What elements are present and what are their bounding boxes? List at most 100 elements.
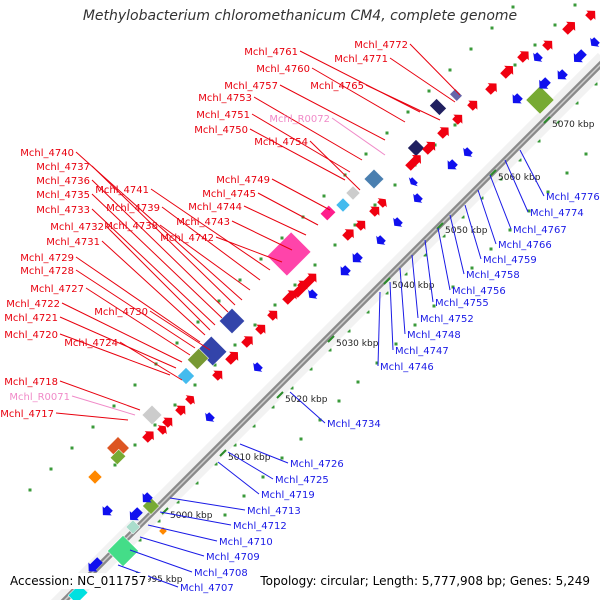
gene-arrows xyxy=(88,10,600,572)
feature-box xyxy=(107,535,139,567)
leader-line xyxy=(464,204,482,260)
gene-label[interactable]: Mchl_4758 xyxy=(466,270,520,281)
gene-label[interactable]: Mchl_4760 xyxy=(256,64,310,75)
gene-label[interactable]: Mchl_4746 xyxy=(380,362,434,373)
leader-line xyxy=(91,179,229,313)
gene-label[interactable]: Mchl_4734 xyxy=(327,419,381,430)
gene-label[interactable]: Mchl_4722 xyxy=(6,299,60,310)
leader-line xyxy=(365,84,441,121)
gene-label[interactable]: Mchl_4774 xyxy=(530,208,584,219)
gene-label[interactable]: Mchl_4745 xyxy=(202,189,256,200)
feature-box xyxy=(177,367,195,385)
guide-dot xyxy=(138,538,142,542)
gene-label[interactable]: Mchl_4743 xyxy=(176,217,230,228)
guide-dot xyxy=(406,110,410,114)
gene-label[interactable]: Mchl_4747 xyxy=(395,346,449,357)
gene-label[interactable]: Mchl_4725 xyxy=(275,475,329,486)
leader-line xyxy=(253,96,363,161)
gene-label[interactable]: Mchl_R0072 xyxy=(269,114,330,125)
gene-label[interactable]: Mchl_4719 xyxy=(261,490,315,501)
gene-label[interactable]: Mchl_4742 xyxy=(160,233,214,244)
gene-label[interactable]: Mchl_4753 xyxy=(198,93,252,104)
gene-label[interactable]: Mchl_4712 xyxy=(233,521,287,532)
gene-label[interactable]: Mchl_4756 xyxy=(452,286,506,297)
guide-dot xyxy=(238,278,242,282)
gene-label[interactable]: Mchl_4732 xyxy=(50,222,104,233)
gene-label[interactable]: Mchl_4738 xyxy=(104,221,158,232)
gene-label[interactable]: Mchl_4713 xyxy=(247,506,301,517)
gene-label[interactable]: Mchl_4759 xyxy=(483,255,537,266)
gene-label[interactable]: Mchl_4721 xyxy=(4,313,58,324)
gene-arrow xyxy=(157,425,167,435)
gene-label[interactable]: Mchl_4757 xyxy=(224,81,278,92)
gene-arrow xyxy=(175,405,186,416)
gene-label[interactable]: Mchl_4726 xyxy=(290,459,344,470)
gene-label[interactable]: Mchl_4751 xyxy=(196,110,250,121)
gene-label[interactable]: Mchl_4739 xyxy=(106,203,160,214)
guide-dot xyxy=(70,446,74,450)
guide-dot xyxy=(442,234,446,238)
gene-label[interactable]: Mchl_4748 xyxy=(407,330,461,341)
gene-arrow xyxy=(437,127,449,139)
gene-label[interactable]: Mchl_4708 xyxy=(194,568,248,579)
gene-arrow xyxy=(225,351,239,365)
guide-dot xyxy=(333,243,337,247)
scale-label: 5030 kbp xyxy=(336,339,379,349)
gene-arrow xyxy=(452,114,463,125)
gene-label[interactable]: Mchl_R0071 xyxy=(9,392,70,403)
guide-dot xyxy=(313,263,317,267)
gene-arrow xyxy=(255,324,266,335)
scale-tick xyxy=(543,116,551,124)
gene-label[interactable]: Mchl_4736 xyxy=(36,176,90,187)
gene-label[interactable]: Mchl_4730 xyxy=(94,307,148,318)
guide-dot xyxy=(347,329,351,333)
gene-label[interactable]: Mchl_4766 xyxy=(498,240,552,251)
gene-label[interactable]: Mchl_4735 xyxy=(36,190,90,201)
gene-label[interactable]: Mchl_4727 xyxy=(30,284,84,295)
gene-arrow xyxy=(185,395,195,405)
gene-label[interactable]: Mchl_4740 xyxy=(20,148,74,159)
leader-line xyxy=(161,206,261,281)
leader-line xyxy=(289,391,326,424)
gene-label[interactable]: Mchl_4749 xyxy=(216,175,270,186)
gene-label[interactable]: Mchl_4709 xyxy=(206,552,260,563)
gene-label[interactable]: Mchl_4744 xyxy=(188,202,242,213)
gene-label[interactable]: Mchl_4728 xyxy=(20,266,74,277)
leader-line xyxy=(331,117,386,156)
gene-arrow xyxy=(282,290,297,305)
gene-label[interactable]: Mchl_4729 xyxy=(20,253,74,264)
gene-arrow xyxy=(377,198,387,208)
gene-label[interactable]: Mchl_4750 xyxy=(194,125,248,136)
gene-label[interactable]: Mchl_4776 xyxy=(546,192,600,203)
gene-label[interactable]: Mchl_4737 xyxy=(36,162,90,173)
gene-label[interactable]: Mchl_4733 xyxy=(36,205,90,216)
gene-label[interactable]: Mchl_4741 xyxy=(95,185,149,196)
guide-dot xyxy=(261,475,265,479)
leader-line xyxy=(399,267,406,335)
guide-dot xyxy=(299,437,303,441)
gene-label[interactable]: Mchl_4707 xyxy=(180,583,234,594)
gene-arrow xyxy=(253,362,263,372)
gene-arrow xyxy=(292,273,317,298)
gene-label[interactable]: Mchl_4724 xyxy=(64,338,118,349)
gene-label[interactable]: Mchl_4717 xyxy=(0,409,54,420)
guide-dot xyxy=(423,253,427,257)
leader-line xyxy=(309,140,361,191)
gene-label[interactable]: Mchl_4731 xyxy=(46,237,100,248)
gene-label[interactable]: Mchl_4765 xyxy=(310,81,364,92)
guide-dot xyxy=(518,158,522,162)
gene-label[interactable]: Mchl_4718 xyxy=(4,377,58,388)
gene-label[interactable]: Mchl_4771 xyxy=(334,54,388,65)
gene-label[interactable]: Mchl_4754 xyxy=(254,137,308,148)
gene-label[interactable]: Mchl_4767 xyxy=(513,225,567,236)
gene-label[interactable]: Mchl_4772 xyxy=(354,40,408,51)
gene-label[interactable]: Mchl_4761 xyxy=(244,47,298,58)
gene-label[interactable]: Mchl_4710 xyxy=(219,537,273,548)
gene-label[interactable]: Mchl_4752 xyxy=(420,314,474,325)
guide-dot xyxy=(375,361,379,365)
leader-line xyxy=(411,254,419,319)
gene-label[interactable]: Mchl_4755 xyxy=(435,298,489,309)
feature-box xyxy=(87,469,103,485)
gene-label[interactable]: Mchl_4720 xyxy=(4,330,58,341)
guide-dot xyxy=(213,363,217,367)
